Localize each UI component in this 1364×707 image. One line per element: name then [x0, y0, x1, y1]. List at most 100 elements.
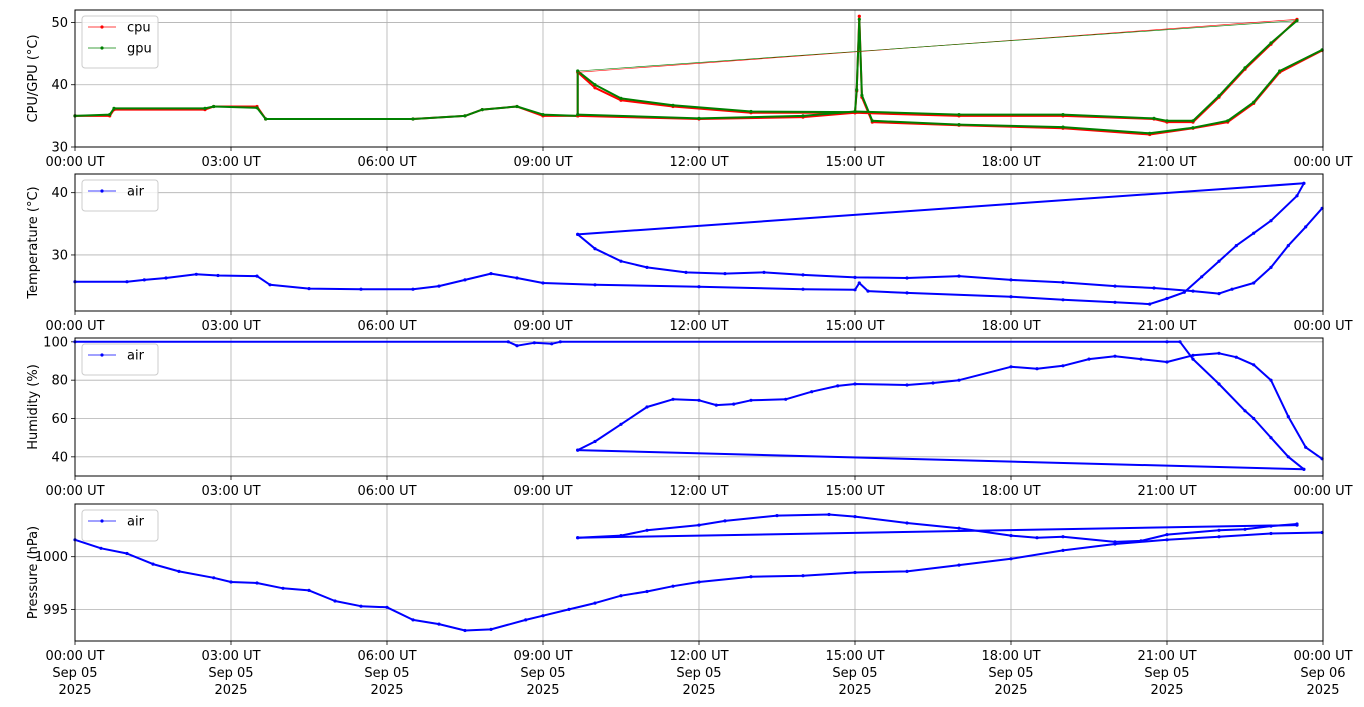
y-tick-label: 40 — [51, 186, 68, 201]
legend: cpu gpu — [81, 15, 159, 69]
data-point-air — [506, 340, 510, 344]
x-tick-label: 18:00 UT — [981, 649, 1040, 664]
data-point-air — [645, 265, 649, 269]
data-point-air — [836, 384, 840, 388]
data-point-air — [463, 278, 467, 282]
data-point-gpu — [1152, 116, 1156, 120]
chart-panel-3: 00:00 UT 03:00 UT 06:00 UT 09:00 UT 12:00 UT… — [26, 335, 1353, 499]
data-point-air — [853, 288, 857, 292]
data-point-air — [853, 275, 857, 279]
data-point-air — [142, 278, 146, 282]
legend-box — [81, 509, 159, 542]
data-point-air — [697, 398, 701, 402]
series-line-gpu — [74, 18, 1323, 135]
y-tick-label: 60 — [51, 412, 68, 427]
data-point-gpu — [112, 106, 116, 110]
data-point-air — [714, 403, 718, 407]
data-point-air — [1178, 340, 1182, 344]
legend-label: gpu — [127, 42, 152, 57]
data-point-air — [697, 285, 701, 289]
data-point-air — [1148, 302, 1152, 306]
x-tick-year: 2025 — [1150, 683, 1183, 698]
x-tick-label: 00:00 UT — [45, 319, 104, 334]
data-point-air — [853, 382, 857, 386]
data-point-gpu — [480, 108, 484, 112]
legend-marker-gpu — [100, 46, 104, 50]
data-point-air — [1165, 296, 1169, 301]
x-tick-date: Sep 05 — [1144, 666, 1189, 681]
series-line-air — [75, 182, 1305, 306]
data-point-air — [957, 378, 961, 382]
x-tick-label: 06:00 UT — [357, 155, 416, 170]
data-point-air — [1165, 533, 1169, 537]
data-point-air — [541, 614, 545, 618]
series-line-air — [75, 340, 1305, 471]
axes-frame — [74, 503, 1324, 642]
data-point-air — [619, 422, 623, 426]
data-point-air — [229, 580, 233, 584]
data-point-air — [1009, 278, 1013, 282]
data-point-gpu — [1061, 125, 1065, 129]
x-tick-label: 03:00 UT — [201, 155, 260, 170]
data-point-air — [1009, 365, 1013, 369]
x-tick-label: 03:00 UT — [201, 484, 260, 499]
x-tick-label: 06:00 UT — [357, 484, 416, 499]
data-point-gpu — [1191, 126, 1195, 130]
series-line-air — [577, 513, 1298, 543]
data-point-air — [857, 281, 861, 285]
data-point-air — [558, 340, 562, 344]
series-line-air — [577, 207, 1323, 295]
data-point-gpu — [1061, 113, 1065, 117]
data-point-air — [905, 569, 909, 574]
data-point-air — [212, 576, 216, 580]
data-point-gpu — [1217, 94, 1221, 98]
data-point-air — [550, 342, 554, 346]
legend-label: air — [127, 515, 145, 530]
data-point-air — [1230, 287, 1234, 291]
x-tick-label: 18:00 UT — [981, 319, 1040, 334]
legend: air — [81, 509, 159, 542]
data-point-air — [957, 526, 961, 530]
data-point-air — [255, 581, 259, 585]
x-tick-label: 09:00 UT — [513, 155, 572, 170]
data-point-air — [411, 618, 415, 622]
data-point-air — [801, 574, 805, 578]
data-point-air — [1113, 284, 1117, 288]
x-tick-label: 00:00 UT — [1293, 484, 1352, 499]
data-point-air — [1139, 539, 1143, 543]
data-point-air — [905, 291, 909, 295]
data-point-air — [1243, 409, 1247, 413]
data-point-air — [515, 276, 519, 280]
data-point-air — [1191, 353, 1195, 357]
x-tick-year: 2025 — [526, 683, 559, 698]
x-tick-label: 00:00 UT — [1293, 649, 1352, 664]
data-point-air — [671, 397, 675, 401]
x-tick-label: 21:00 UT — [1137, 155, 1196, 170]
data-point-air — [957, 563, 961, 567]
x-tick-date: Sep 05 — [988, 666, 1033, 681]
data-point-air — [385, 605, 389, 609]
x-tick-label: 15:00 UT — [825, 155, 884, 170]
data-point-air — [593, 247, 597, 251]
data-point-air — [359, 604, 363, 608]
x-tick-year: 2025 — [370, 683, 403, 698]
data-point-air — [268, 283, 272, 287]
data-point-gpu — [576, 113, 580, 117]
data-point-air — [645, 528, 649, 532]
data-point-air — [1304, 445, 1308, 449]
data-point-gpu — [264, 117, 268, 121]
data-point-air — [307, 287, 311, 291]
data-point-air — [1269, 378, 1273, 382]
data-point-air — [749, 398, 753, 402]
data-point-air — [1269, 436, 1273, 440]
data-point-air — [164, 276, 168, 280]
data-point-air — [1061, 280, 1065, 284]
data-point-air — [437, 622, 441, 626]
data-point-air — [1217, 382, 1221, 386]
x-tick-label: 21:00 UT — [1137, 319, 1196, 334]
data-point-air — [810, 390, 814, 394]
data-point-air — [151, 562, 155, 566]
data-point-gpu — [801, 114, 805, 118]
data-point-air — [1009, 295, 1013, 299]
data-point-air — [671, 584, 675, 588]
